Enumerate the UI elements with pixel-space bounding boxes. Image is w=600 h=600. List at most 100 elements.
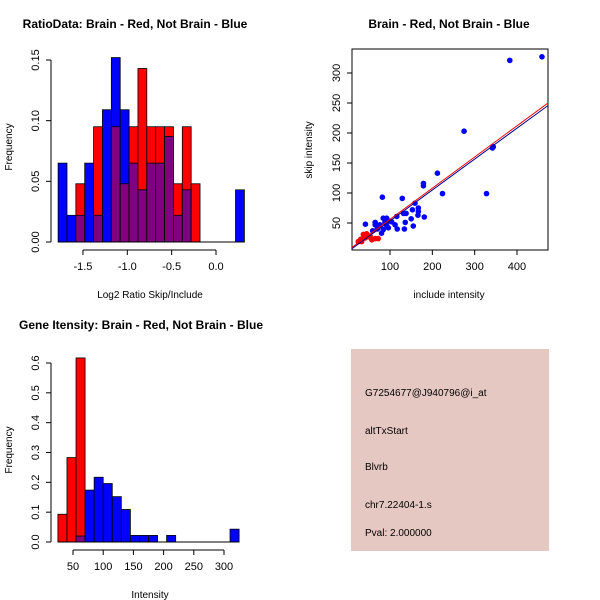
y-tick-label: 0.6 bbox=[30, 355, 42, 370]
probe-id: G7254677@J940796@i_at bbox=[365, 388, 487, 399]
histogram-bar-not-brain bbox=[57, 162, 68, 243]
y-tick-label: 0.1 bbox=[30, 505, 42, 520]
x-tick-label: 400 bbox=[508, 261, 526, 273]
y-tick-label: 0.5 bbox=[30, 385, 42, 400]
histogram-bar-not-brain bbox=[102, 483, 113, 543]
ratio-histogram-ylabel: Frequency bbox=[4, 123, 15, 170]
scatter-point-not-brain bbox=[421, 214, 428, 220]
histogram-bar-overlap bbox=[164, 136, 174, 243]
histogram-bar-brain bbox=[66, 457, 77, 543]
histogram-bar-overlap bbox=[155, 162, 165, 243]
scatter-point-not-brain bbox=[506, 57, 513, 64]
gene-intensity-ylabel: Frequency bbox=[4, 426, 15, 473]
histogram-bar-not-brain bbox=[235, 189, 245, 243]
gene-intensity-histogram: Gene Itensity: Brain - Red, Not Brain - … bbox=[4, 318, 263, 600]
scatter-point-not-brain bbox=[415, 212, 421, 218]
histogram-bar-overlap bbox=[110, 126, 121, 243]
y-tick-label: 0.3 bbox=[30, 445, 42, 460]
ratio-histogram-title: RatioData: Brain - Red, Not Brain - Blue bbox=[23, 17, 248, 31]
histogram-bar-not-brain bbox=[102, 109, 112, 243]
fit-line-brain bbox=[352, 102, 548, 249]
x-tick-label: 100 bbox=[381, 261, 399, 273]
scatter-point-not-brain bbox=[403, 210, 409, 217]
info-panel: G7254677@J940796@i_at altTxStart Blvrb c… bbox=[351, 349, 549, 551]
x-tick-label: 250 bbox=[185, 561, 203, 573]
info-panel-background bbox=[351, 349, 549, 551]
histogram-bar-overlap bbox=[119, 183, 130, 243]
scatter-point-brain bbox=[368, 237, 375, 243]
x-tick-label: -1.5 bbox=[73, 261, 92, 273]
y-tick-label: 0.15 bbox=[30, 49, 42, 70]
histogram-bar-not-brain bbox=[139, 535, 149, 543]
y-tick-label: 200 bbox=[331, 124, 343, 142]
intensity-scatter-xlabel: include intensity bbox=[413, 290, 484, 301]
intensity-scatter-title: Brain - Red, Not Brain - Blue bbox=[368, 17, 530, 31]
p-value: Pval: 2.000000 bbox=[365, 528, 432, 539]
ratio-histogram-xlabel: Log2 Ratio Skip/Include bbox=[97, 290, 203, 301]
histogram-bar-not-brain bbox=[93, 476, 104, 543]
gene-intensity-title: Gene Itensity: Brain - Red, Not Brain - … bbox=[19, 318, 263, 332]
histogram-bar-not-brain bbox=[120, 509, 131, 543]
y-tick-label: 300 bbox=[331, 64, 343, 82]
scatter-point-not-brain bbox=[461, 128, 467, 134]
gene-intensity-xlabel: Intensity bbox=[131, 590, 168, 600]
x-tick-label: 200 bbox=[423, 261, 441, 273]
y-tick-label: 0.00 bbox=[30, 231, 42, 252]
histogram-bar-not-brain bbox=[111, 496, 122, 543]
scatter-point-not-brain bbox=[420, 180, 427, 187]
x-tick-label: 50 bbox=[67, 561, 79, 573]
scatter-point-not-brain bbox=[399, 195, 406, 202]
histogram-bar-not-brain bbox=[148, 535, 158, 543]
scatter-point-not-brain bbox=[409, 207, 416, 213]
histogram-bar-not-brain bbox=[84, 489, 95, 543]
x-tick-label: 200 bbox=[154, 561, 172, 573]
scatter-point-not-brain bbox=[490, 144, 497, 150]
histogram-bar-overlap bbox=[146, 162, 157, 243]
x-tick-label: 0.0 bbox=[208, 261, 223, 273]
fit-line-not-brain bbox=[352, 104, 548, 250]
scatter-point-not-brain bbox=[362, 221, 369, 227]
histogram-bar-not-brain bbox=[84, 162, 94, 243]
scatter-point-not-brain bbox=[439, 190, 446, 197]
scatter-point-not-brain bbox=[539, 54, 545, 60]
histogram-bar-not-brain bbox=[129, 535, 140, 543]
histogram-bar-not-brain bbox=[66, 214, 77, 243]
plot-frame bbox=[351, 48, 549, 251]
scatter-point-not-brain bbox=[483, 190, 490, 197]
histogram-bar-overlap bbox=[173, 214, 183, 243]
scatter-point-not-brain bbox=[401, 226, 408, 232]
scatter-point-brain bbox=[375, 235, 381, 242]
histogram-bar-brain bbox=[190, 183, 201, 243]
ratio-histogram: RatioData: Brain - Red, Not Brain - Blue… bbox=[4, 17, 248, 301]
event-type: altTxStart bbox=[365, 426, 408, 437]
histogram-bar-overlap bbox=[181, 189, 192, 243]
y-tick-label: 0.4 bbox=[30, 415, 42, 430]
histogram-bar-overlap bbox=[75, 214, 86, 243]
scatter-point-not-brain bbox=[372, 222, 378, 228]
y-tick-label: 0.2 bbox=[30, 475, 42, 490]
scatter-point-not-brain bbox=[410, 223, 417, 229]
y-tick-label: 0.0 bbox=[30, 534, 42, 549]
intensity-scatter: Brain - Red, Not Brain - Blue include in… bbox=[304, 17, 549, 301]
histogram-bar-brain bbox=[75, 357, 86, 543]
y-tick-label: 250 bbox=[331, 94, 343, 112]
scatter-point-not-brain bbox=[379, 194, 386, 200]
histogram-bar-not-brain bbox=[229, 528, 240, 543]
y-tick-label: 0.10 bbox=[30, 110, 42, 131]
histogram-bar-overlap bbox=[128, 162, 139, 243]
y-tick-label: 150 bbox=[331, 154, 343, 172]
histogram-bar-overlap bbox=[75, 535, 86, 543]
x-tick-label: 150 bbox=[124, 561, 142, 573]
x-tick-label: 300 bbox=[215, 561, 233, 573]
scatter-point-not-brain bbox=[402, 219, 409, 226]
scatter-point-not-brain bbox=[394, 226, 400, 232]
x-tick-label: 300 bbox=[465, 261, 483, 273]
histogram-bar-overlap bbox=[93, 214, 103, 243]
scatter-point-not-brain bbox=[392, 222, 398, 228]
x-tick-label: -0.5 bbox=[162, 261, 181, 273]
scatter-point-not-brain bbox=[380, 226, 387, 233]
scatter-point-not-brain bbox=[408, 216, 414, 222]
y-tick-label: 50 bbox=[331, 217, 343, 229]
